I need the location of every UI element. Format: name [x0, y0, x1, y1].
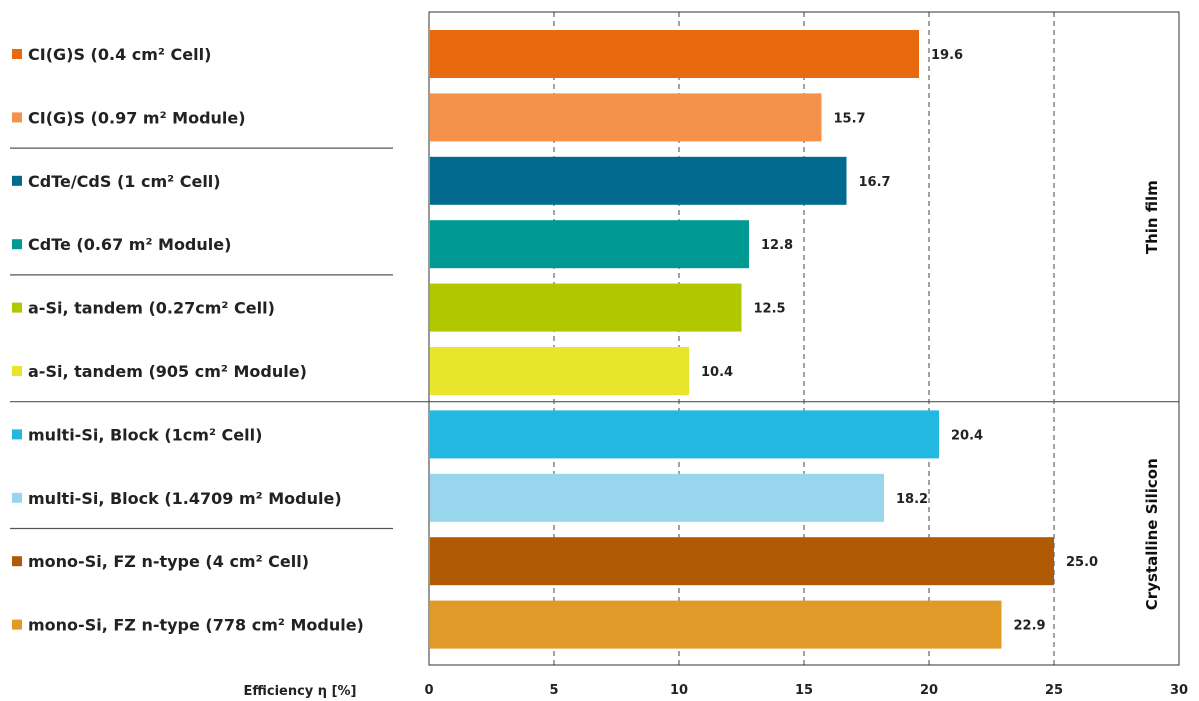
category-label: CdTe (0.67 m² Module): [28, 235, 231, 254]
legend-swatch: [12, 302, 22, 313]
legend-swatch: [12, 112, 22, 123]
plot-frame: [428, 11, 1180, 666]
category-label: a-Si, tandem (0.27cm² Cell): [28, 299, 275, 318]
group-label: Crystalline Silicon: [1143, 458, 1161, 610]
bar-value-label: 18.2: [896, 492, 928, 507]
category-label: multi-Si, Block (1.4709 m² Module): [28, 489, 342, 508]
x-tick-label: 0: [424, 683, 433, 698]
bar-value-label: 20.4: [951, 428, 983, 443]
category-label: CdTe/CdS (1 cm² Cell): [28, 172, 221, 191]
category-label: mono-Si, FZ n-type (4 cm² Cell): [28, 552, 309, 571]
category-labels: CI(G)S (0.4 cm² Cell) CI(G)S (0.97 m² Mod…: [12, 45, 364, 635]
bar-value-label: 12.8: [761, 238, 793, 253]
bar: [430, 410, 939, 459]
bar-value-label: 19.6: [931, 48, 963, 63]
bar-value-label: 15.7: [834, 111, 866, 126]
bar-value-label: 12.5: [754, 302, 786, 317]
x-tick-label: 15: [795, 683, 813, 698]
bar: [430, 537, 1054, 586]
bar-value-label: 22.9: [1014, 619, 1046, 634]
bar: [430, 347, 689, 395]
bar-value-label: 10.4: [701, 365, 733, 380]
legend-swatch: [12, 492, 22, 503]
category-label: multi-Si, Block (1cm² Cell): [28, 425, 262, 444]
x-tick-label: 25: [1045, 683, 1063, 698]
legend-swatch: [12, 239, 22, 250]
bar: [430, 93, 822, 142]
group-labels: Thin film Crystalline Silicon: [1143, 180, 1161, 610]
bars: 19.6 15.7 16.7 12.8 12.5 10.4 20.4 18.2 25.0 22.9: [430, 30, 1098, 649]
x-tick-label: 30: [1170, 683, 1188, 698]
category-label: mono-Si, FZ n-type (778 cm² Module): [28, 616, 364, 635]
bar-value-label: 16.7: [859, 175, 891, 190]
bar: [430, 473, 884, 522]
x-axis-ticks: 0 5 10 15 20 25 30: [424, 683, 1188, 698]
x-axis-label: Efficiency η [%]: [243, 684, 356, 699]
group-label: Thin film: [1143, 180, 1161, 254]
x-tick-label: 5: [549, 683, 558, 698]
category-label: CI(G)S (0.97 m² Module): [28, 108, 246, 127]
bar: [430, 30, 919, 78]
bar: [430, 283, 742, 332]
x-tick-label: 20: [920, 683, 938, 698]
legend-swatch: [12, 429, 22, 440]
bar-value-label: 25.0: [1066, 555, 1098, 570]
category-separators: [10, 147, 1179, 530]
legend-swatch: [12, 619, 22, 630]
category-label: a-Si, tandem (905 cm² Module): [28, 362, 307, 381]
category-label: CI(G)S (0.4 cm² Cell): [28, 45, 211, 64]
legend-swatch: [12, 49, 22, 59]
bar: [430, 600, 1002, 649]
legend-swatch: [12, 556, 22, 567]
bar: [430, 156, 847, 205]
bar: [430, 220, 749, 269]
x-tick-label: 10: [670, 683, 688, 698]
legend-swatch: [12, 366, 22, 376]
legend-swatch: [12, 175, 22, 186]
